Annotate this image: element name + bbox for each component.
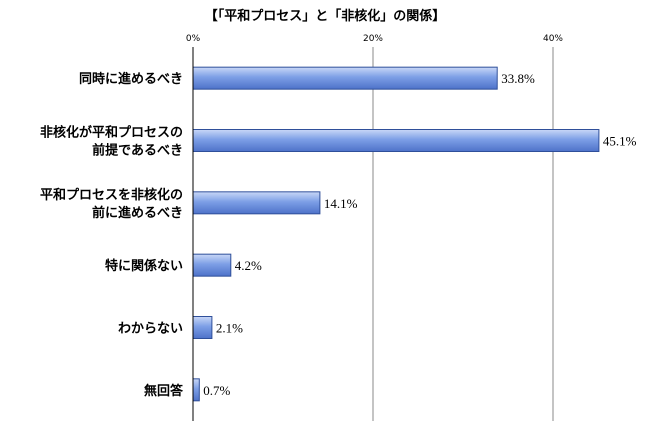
category-label: 同時に進めるべき	[79, 71, 183, 87]
bar	[192, 191, 321, 215]
category-label: 無回答	[144, 383, 184, 399]
data-label: 2.1%	[216, 321, 243, 336]
data-label: 0.7%	[203, 383, 230, 398]
bar	[192, 129, 600, 152]
data-label: 33.8%	[501, 71, 535, 86]
bar	[192, 253, 232, 277]
x-tick-label: 20%	[363, 34, 383, 44]
category-label: 前に進めるべき	[92, 205, 183, 221]
data-label: 4.2%	[235, 258, 262, 273]
bar	[192, 378, 200, 402]
x-tick-label: 0%	[186, 34, 201, 44]
chart-title: 【「平和プロセス」と「非核化」の関係】	[205, 8, 446, 24]
category-label: 特に関係ない	[105, 258, 183, 274]
bar-layer	[192, 66, 600, 402]
bar	[192, 316, 213, 339]
data-label: 45.1%	[603, 134, 637, 149]
category-label: わからない	[118, 322, 183, 337]
bar	[192, 66, 498, 90]
category-label: 前提であるべき	[92, 143, 183, 159]
category-label: 非核化が平和プロセスの	[40, 125, 183, 141]
x-tick-label: 40%	[543, 34, 563, 44]
label-layer: 33.8% 45.1% 14.1% 4.2% 2.1% 0.7%	[203, 71, 636, 398]
category-label: 平和プロセスを非核化の	[40, 187, 183, 203]
tick-layer: 0% 20% 40%	[186, 34, 564, 44]
data-label: 14.1%	[324, 196, 358, 211]
grid-layer	[372, 47, 554, 421]
category-layer: 同時に進めるべき非核化が平和プロセスの前提であるべき平和プロセスを非核化の前に進…	[40, 71, 184, 399]
